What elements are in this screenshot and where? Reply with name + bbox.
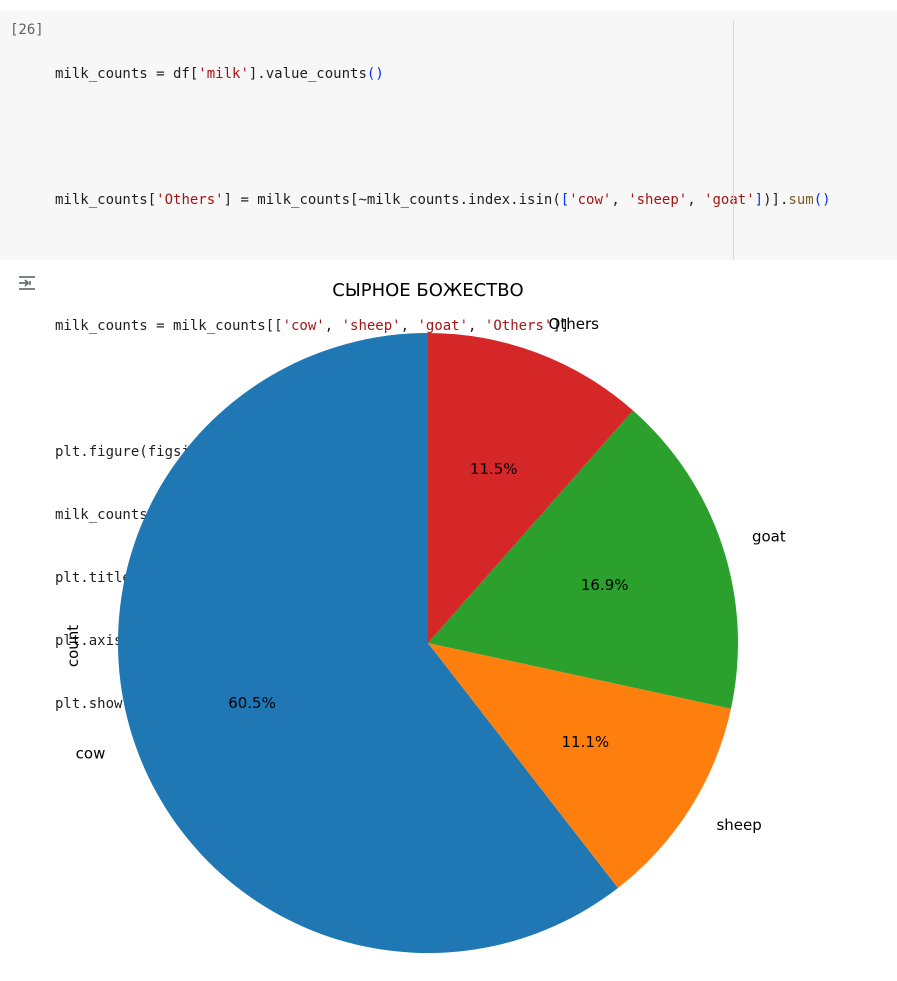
pie-slice-goat — [428, 410, 738, 709]
pie-slice-cow — [117, 333, 619, 953]
y-axis-label: count — [64, 625, 82, 667]
pie-slice-sheep — [428, 643, 731, 888]
code-cell[interactable]: [26] milk_counts = df['milk'].value_coun… — [0, 10, 897, 712]
code-line: milk_counts['Others'] = milk_counts[~mil… — [55, 192, 831, 208]
code-line: milk_counts = df['milk'].value_counts() — [55, 66, 384, 82]
pie-percent-label: 11.1% — [562, 733, 610, 751]
code-editor[interactable]: milk_counts = df['milk'].value_counts() … — [55, 22, 831, 757]
pie-category-label: Others — [549, 315, 600, 333]
pie-slice-others — [428, 333, 634, 643]
pie-category-label: sheep — [716, 816, 761, 834]
chart-title: СЫРНОЕ БОЖЕСТВО — [332, 280, 523, 301]
code-line: milk_counts = milk_counts[['cow', 'sheep… — [55, 318, 570, 334]
pie-category-label: cow — [76, 744, 106, 762]
execution-count: [26] — [10, 22, 44, 38]
pie-percent-label: 60.5% — [228, 694, 276, 712]
output-toggle-icon[interactable] — [16, 272, 38, 294]
pie-category-label: goat — [752, 528, 786, 546]
pie-chart: СЫРНОЕ БОЖЕСТВО count 60.5% cow 11.1% sheep… — [64, 280, 786, 953]
cell-divider — [733, 20, 734, 260]
pie-percent-label: 11.5% — [470, 460, 518, 478]
pie-percent-label: 16.9% — [581, 576, 629, 594]
code-line — [55, 127, 831, 148]
